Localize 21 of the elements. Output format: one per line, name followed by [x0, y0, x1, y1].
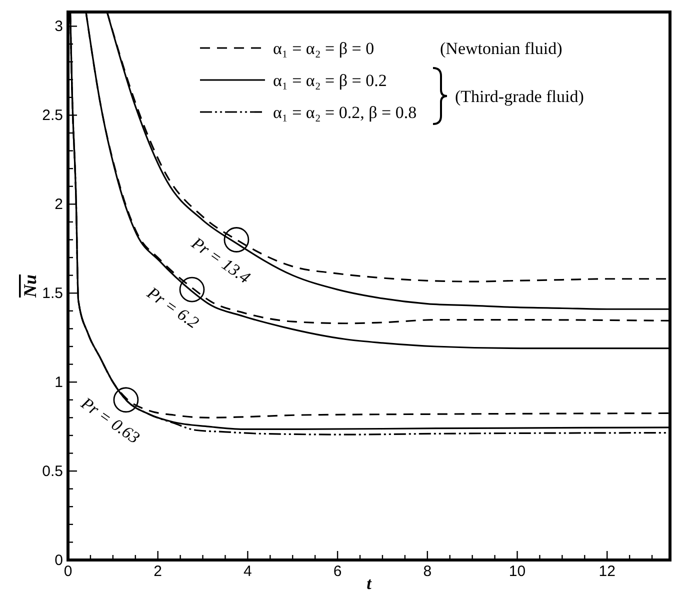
x-tick-label: 8 [423, 563, 432, 580]
x-tick-label: 10 [508, 563, 526, 580]
annotation: Pr = 0.63 [76, 393, 144, 448]
y-axis-title: Nu [20, 274, 40, 299]
x-axis-title: t [366, 574, 373, 591]
y-tick-label: 2 [54, 196, 63, 214]
annotation: (Third-grade fluid) [455, 87, 584, 106]
y-tick-label: 0 [54, 552, 63, 569]
x-tick-label: 2 [154, 563, 162, 580]
legend-label: α₁ = α₂ = 0.2, β = 0.8 [273, 103, 417, 122]
y-tick-label: 3 [54, 18, 63, 36]
y-tick-label: 0.5 [42, 463, 63, 480]
x-tick-label: 4 [244, 563, 252, 580]
x-tick-label: 12 [598, 563, 616, 580]
legend-label: α₁ = α₂ = β = 0 [273, 39, 374, 58]
y-tick-label: 1 [54, 374, 63, 392]
x-tick-label: 6 [333, 563, 342, 580]
y-tick-label: 2.5 [42, 107, 63, 124]
legend-label: α₁ = α₂ = β = 0.2 [273, 71, 387, 90]
annotation: (Newtonian fluid) [440, 39, 562, 58]
y-tick-label: 1.5 [42, 285, 63, 302]
